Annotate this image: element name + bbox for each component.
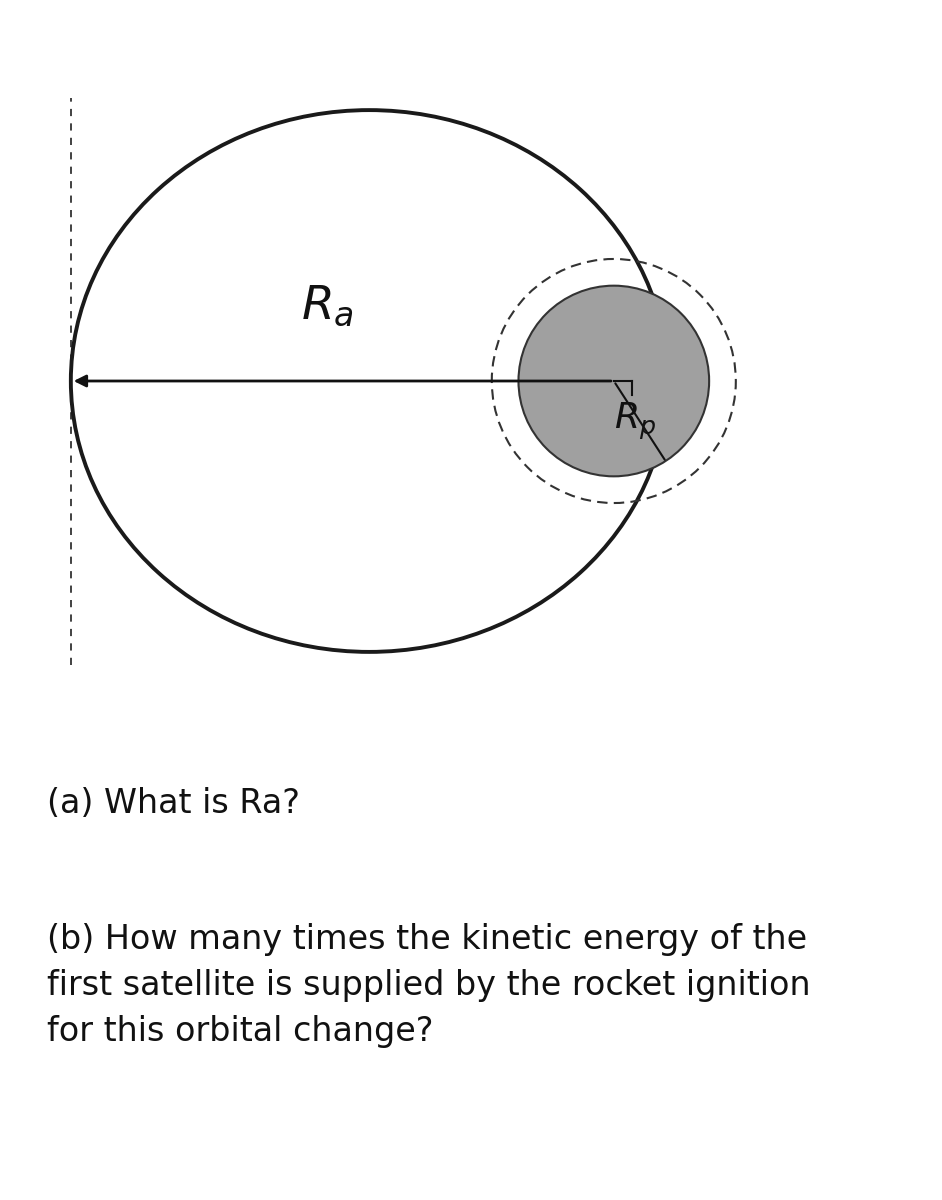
Text: (b) How many times the kinetic energy of the
first satellite is supplied by the : (b) How many times the kinetic energy of… [47, 923, 811, 1048]
Text: $R_a$: $R_a$ [301, 283, 354, 328]
Text: (a) What is Ra?: (a) What is Ra? [47, 787, 300, 820]
Ellipse shape [518, 286, 709, 476]
Text: $R_p$: $R_p$ [613, 401, 656, 443]
